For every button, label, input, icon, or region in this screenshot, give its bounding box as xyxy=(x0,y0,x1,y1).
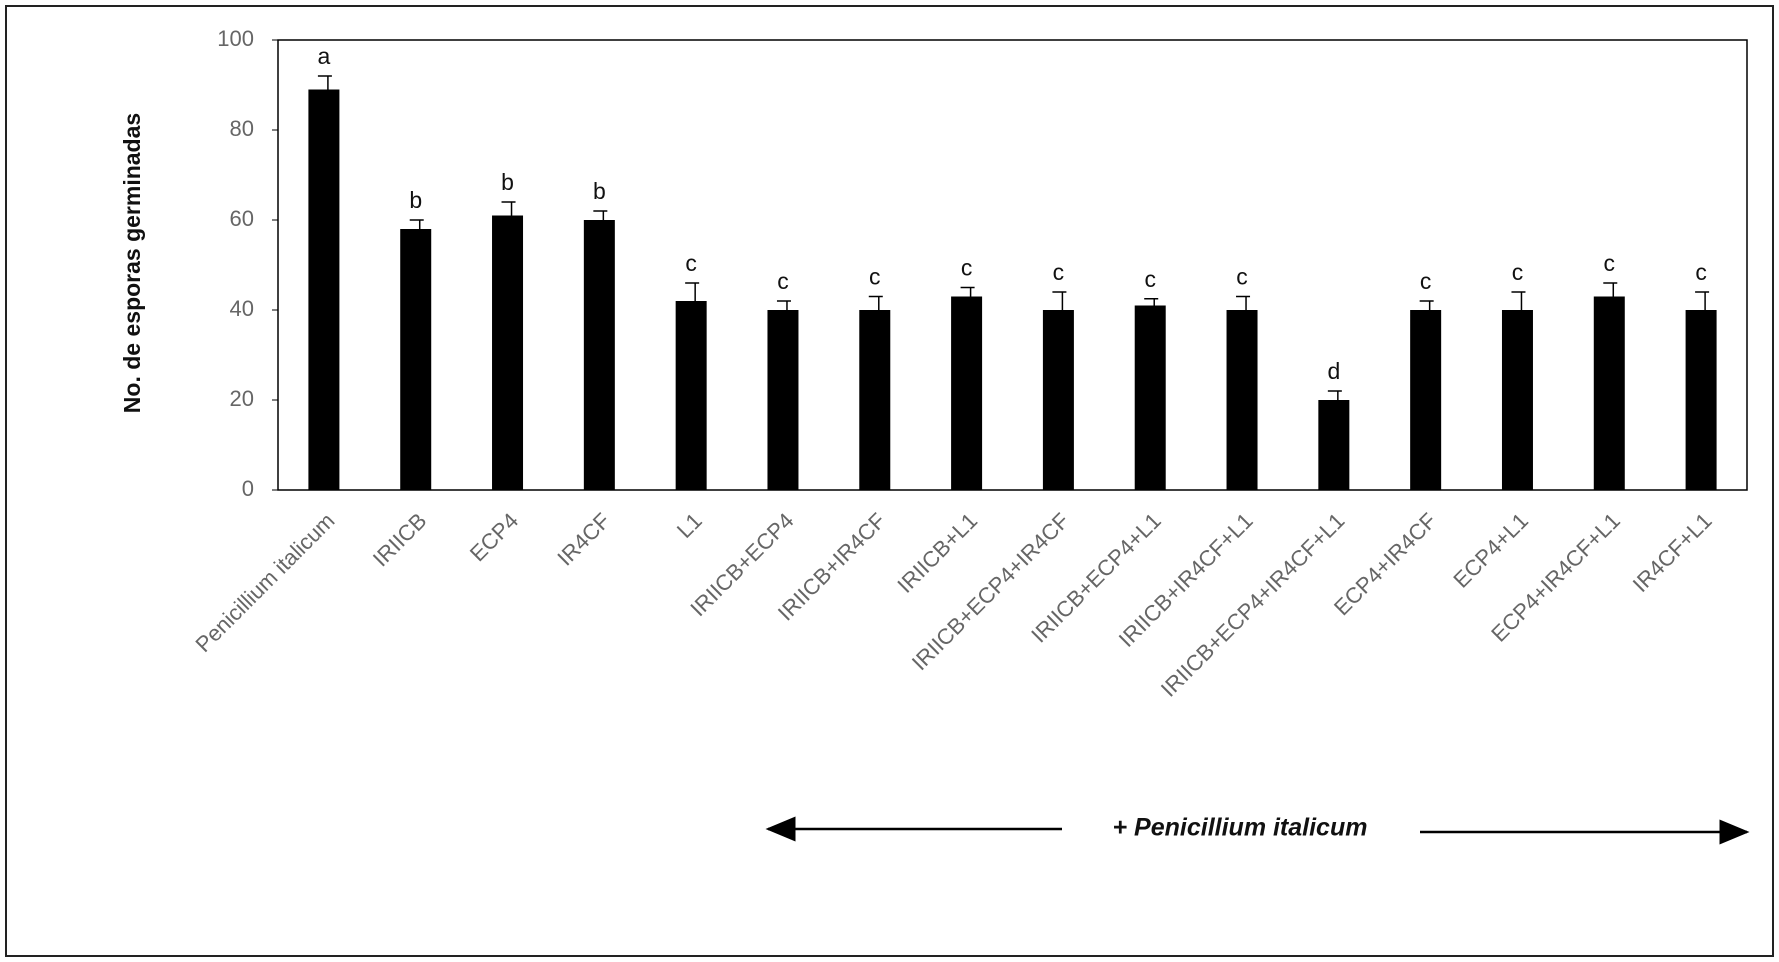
error-bar xyxy=(1144,298,1159,306)
error-bar xyxy=(501,201,516,216)
significance-letter: b xyxy=(501,169,514,195)
y-tick-label: 20 xyxy=(230,386,254,411)
significance-letter: c xyxy=(1144,266,1156,292)
bar xyxy=(1501,310,1533,490)
bar xyxy=(1318,400,1350,490)
plot-area xyxy=(277,39,1748,491)
y-tick-label: 60 xyxy=(230,206,254,231)
error-bar xyxy=(868,295,883,310)
significance-letter: d xyxy=(1327,358,1340,384)
bar xyxy=(767,310,799,490)
error-bar xyxy=(409,219,424,229)
error-bar xyxy=(685,282,700,301)
significance-letter: c xyxy=(685,250,697,276)
error-bar xyxy=(776,300,791,310)
significance-letter: c xyxy=(961,255,973,281)
y-axis-label: No. de esporas germinadas xyxy=(119,113,145,413)
error-bar xyxy=(1052,291,1067,310)
bar xyxy=(492,215,524,490)
annotation: + Penicillium italicum xyxy=(1113,814,1368,842)
y-tick-label: 100 xyxy=(217,26,254,51)
bar xyxy=(1226,310,1258,490)
bar xyxy=(675,301,707,490)
significance-letter: c xyxy=(777,268,789,294)
significance-letter: c xyxy=(1604,250,1616,276)
significance-letter: b xyxy=(593,178,606,204)
bar xyxy=(1410,310,1442,490)
error-bar xyxy=(1419,300,1434,310)
significance-letter: c xyxy=(1695,259,1707,285)
error-bar xyxy=(317,75,332,90)
bar xyxy=(1593,296,1625,490)
y-tick-label: 40 xyxy=(230,296,254,321)
significance-letter: a xyxy=(318,43,331,69)
y-tick-label: 80 xyxy=(230,116,254,141)
bar xyxy=(1685,310,1717,490)
y-tick-label: 0 xyxy=(242,476,254,501)
error-bar xyxy=(1695,291,1710,310)
significance-letter: c xyxy=(1512,259,1524,285)
bar xyxy=(400,229,432,490)
significance-letter: b xyxy=(409,187,422,213)
significance-letter: c xyxy=(1236,264,1248,290)
significance-letter: c xyxy=(869,264,881,290)
bar xyxy=(583,220,615,490)
error-bar xyxy=(1236,295,1251,310)
bar xyxy=(308,89,340,490)
error-bar xyxy=(1327,390,1342,400)
error-bar xyxy=(1603,282,1618,297)
significance-letter: c xyxy=(1420,268,1432,294)
error-bar xyxy=(593,210,608,220)
bar xyxy=(1134,305,1166,490)
error-bar xyxy=(1511,291,1526,310)
bar xyxy=(859,310,891,490)
significance-letter: c xyxy=(1053,259,1065,285)
error-bar xyxy=(960,286,975,297)
bar xyxy=(1042,310,1074,490)
bar xyxy=(951,296,983,490)
